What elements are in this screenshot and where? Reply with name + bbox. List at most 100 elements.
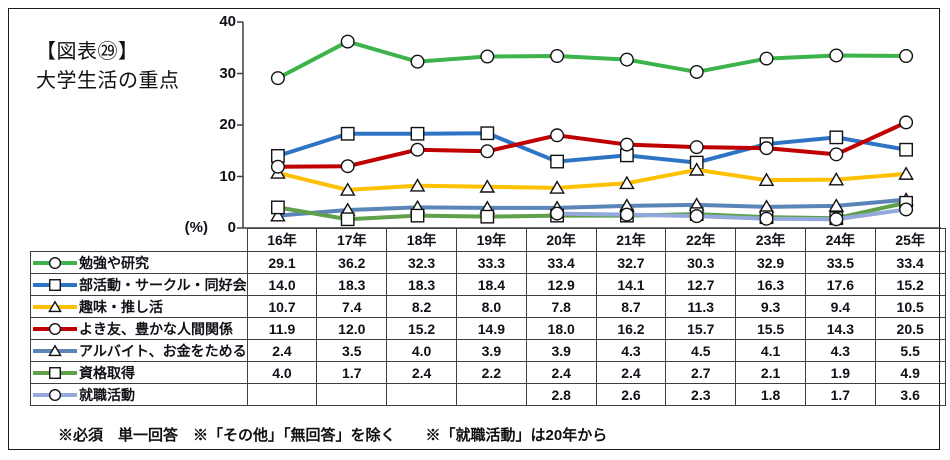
- value-cell: 11.9: [246, 317, 318, 340]
- value-cell: 12.0: [316, 317, 388, 340]
- value-cell: 16.2: [595, 317, 667, 340]
- value-cell: 2.8: [525, 383, 597, 406]
- value-cell: 4.9: [874, 361, 946, 384]
- legend-label: アルバイト、お金をためる: [79, 342, 247, 359]
- value-cell: 8.2: [386, 295, 457, 318]
- value-cell: 10.7: [246, 295, 318, 318]
- value-cell: 4.3: [804, 339, 876, 362]
- legend-label: 趣味・推し活: [79, 298, 163, 315]
- value-cell: 10.5: [874, 295, 946, 318]
- value-cell: 4.0: [386, 339, 457, 362]
- value-cell: 33.3: [455, 251, 527, 274]
- value-cell: 4.1: [735, 339, 806, 362]
- value-cell: 8.0: [455, 295, 527, 318]
- legend-cell: 就職活動: [30, 383, 248, 406]
- value-cell: 7.8: [525, 295, 597, 318]
- value-cell: 30.3: [665, 251, 737, 274]
- value-cell: 2.3: [665, 383, 737, 406]
- value-cell: 32.3: [386, 251, 457, 274]
- value-cell: 3.9: [525, 339, 597, 362]
- legend-cell: 資格取得: [30, 361, 248, 384]
- value-cell: 11.3: [665, 295, 737, 318]
- legend-cell: アルバイト、お金をためる: [30, 339, 248, 362]
- value-cell: 33.4: [525, 251, 597, 274]
- value-cell: 2.6: [595, 383, 667, 406]
- legend-label: 部活動・サークル・同好会: [79, 276, 247, 293]
- value-cell: 18.3: [316, 273, 388, 296]
- legend-cell: 部活動・サークル・同好会: [30, 273, 248, 296]
- year-header-cell: 18年: [386, 228, 457, 252]
- value-cell: 4.3: [595, 339, 667, 362]
- value-cell: [455, 383, 527, 406]
- legend-label: 就職活動: [79, 386, 135, 403]
- year-header-cell: 24年: [804, 228, 876, 252]
- value-cell: 7.4: [316, 295, 388, 318]
- value-cell: 2.4: [246, 339, 318, 362]
- footer-note: ※必須 単一回答 ※「その他」「無回答」を除く ※「就職活動」は20年から: [58, 427, 608, 444]
- value-cell: 2.4: [595, 361, 667, 384]
- value-cell: 17.6: [804, 273, 876, 296]
- value-cell: 18.0: [525, 317, 597, 340]
- year-header-cell: 21年: [595, 228, 667, 252]
- value-cell: 14.9: [455, 317, 527, 340]
- legend-marker-icon: [33, 343, 77, 356]
- value-cell: 3.9: [455, 339, 527, 362]
- table-row: 資格取得 4.0 1.7 2.4 2.2 2.4 2.4 2.7 2.1 1.9 4.9: [30, 361, 946, 384]
- value-cell: 4.0: [246, 361, 318, 384]
- legend-marker-icon: [33, 322, 77, 335]
- year-header-cell: 22年: [665, 228, 737, 252]
- value-cell: [386, 383, 457, 406]
- legend-label: よき友、豊かな人間関係: [79, 320, 233, 337]
- legend-marker-icon: [33, 278, 77, 291]
- y-tick-label: 10: [219, 167, 236, 185]
- value-cell: 3.5: [316, 339, 388, 362]
- legend-cell: 趣味・推し活: [30, 295, 248, 318]
- value-cell: 2.2: [455, 361, 527, 384]
- data-table: 16年 17年 18年 19年 20年 21年 22年 23年 24年 25年 勉強や研究 29.1 3…: [30, 228, 946, 406]
- table-row: よき友、豊かな人間関係 11.9 12.0 15.2 14.9 18.0 16.2 15.7 1…: [30, 317, 946, 340]
- value-cell: 2.7: [665, 361, 737, 384]
- value-cell: 1.9: [804, 361, 876, 384]
- year-header-cell: 17年: [316, 228, 388, 252]
- value-cell: 5.5: [874, 339, 946, 362]
- y-tick-label: 0: [227, 219, 236, 236]
- y-tick-label: 30: [219, 64, 236, 82]
- value-cell: 14.1: [595, 273, 667, 296]
- value-cell: 15.2: [386, 317, 457, 340]
- value-cell: 14.3: [804, 317, 876, 340]
- value-cell: 32.9: [735, 251, 806, 274]
- value-cell: 36.2: [316, 251, 388, 274]
- legend-cell: よき友、豊かな人間関係: [30, 317, 248, 340]
- value-cell: 16.3: [735, 273, 806, 296]
- year-header-cell: 19年: [455, 228, 527, 252]
- chart-title: 【図表㉙】 大学生活の重点: [36, 38, 180, 96]
- value-cell: 9.4: [804, 295, 876, 318]
- value-cell: 1.7: [316, 361, 388, 384]
- legend-label: 勉強や研究: [79, 254, 149, 271]
- value-cell: 15.5: [735, 317, 806, 340]
- value-cell: 2.4: [525, 361, 597, 384]
- year-header-cell: 16年: [246, 228, 318, 252]
- value-cell: 1.7: [804, 383, 876, 406]
- year-header-cell: 23年: [735, 228, 806, 252]
- value-cell: 2.4: [386, 361, 457, 384]
- value-cell: 29.1: [246, 251, 318, 274]
- value-cell: 15.7: [665, 317, 737, 340]
- value-cell: [246, 383, 318, 406]
- value-cell: 32.7: [595, 251, 667, 274]
- value-cell: 3.6: [874, 383, 946, 406]
- year-header-cell: 25年: [874, 228, 946, 252]
- chart-title-line1: 【図表㉙】: [36, 41, 139, 63]
- legend-marker-icon: [33, 256, 77, 269]
- y-tick-label: 40: [219, 13, 236, 30]
- value-cell: 2.1: [735, 361, 806, 384]
- value-cell: 9.3: [735, 295, 806, 318]
- legend-cell: 勉強や研究: [30, 251, 248, 274]
- table-row: アルバイト、お金をためる 2.4 3.5 4.0 3.9 3.9 4.3 4.5 4.1 4.3 5…: [30, 339, 946, 362]
- table-row: 部活動・サークル・同好会 14.0 18.3 18.3 18.4 12.9 14.1 12.7…: [30, 273, 946, 296]
- value-cell: 18.3: [386, 273, 457, 296]
- legend-label: 資格取得: [79, 364, 135, 381]
- value-cell: 12.7: [665, 273, 737, 296]
- table-corner-cell: [31, 229, 248, 252]
- legend-marker-icon: [33, 388, 77, 401]
